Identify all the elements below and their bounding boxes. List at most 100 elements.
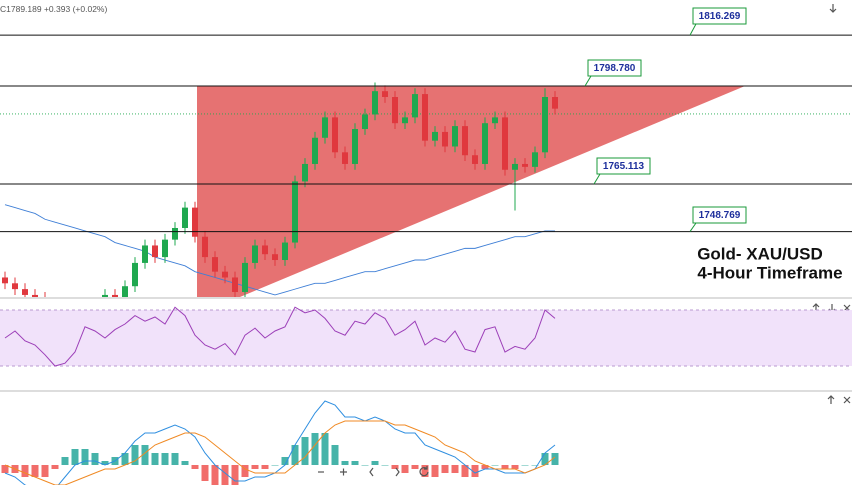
scroll-down[interactable]	[829, 4, 837, 13]
candle-body	[392, 97, 398, 124]
macd-histogram-bar	[311, 433, 319, 465]
macd-histogram-bar	[371, 461, 379, 465]
candle-body	[472, 155, 478, 164]
candle-body	[382, 91, 388, 98]
macd-histogram-bar	[301, 437, 309, 465]
macd-histogram-bar	[211, 465, 219, 485]
candle-body	[62, 307, 68, 310]
header-close: 1789.189	[6, 4, 42, 14]
candle-body	[332, 117, 338, 153]
macd-histogram-bar	[201, 465, 209, 481]
level-label-box	[692, 206, 747, 224]
macd-histogram-bar	[251, 465, 259, 469]
reset[interactable]	[419, 466, 429, 477]
close-pane[interactable]	[843, 396, 851, 404]
macd-histogram-bar	[121, 453, 129, 465]
header: C1789.189 +0.393 (+0.02%)	[0, 4, 107, 14]
candle-body	[372, 91, 378, 115]
candle-body	[362, 114, 368, 130]
scroll-right[interactable]	[395, 467, 400, 477]
candle-body	[532, 152, 538, 167]
candle-body	[172, 227, 178, 240]
candle-body	[252, 245, 258, 263]
triangle-pattern	[197, 86, 745, 297]
candle-body	[412, 94, 418, 118]
macd-histogram-bar	[81, 449, 89, 465]
macd-histogram-bar	[451, 465, 459, 473]
rsi-line	[4, 306, 556, 367]
macd-histogram-bar	[231, 465, 239, 485]
scroll-left[interactable]	[369, 467, 374, 477]
candle-body	[542, 97, 548, 153]
macd-histogram-bar	[101, 461, 109, 465]
candle-body	[2, 277, 8, 284]
macd-histogram-bar	[321, 433, 329, 465]
macd-histogram-bar	[161, 453, 169, 465]
candle-body	[142, 245, 148, 263]
candle-body	[502, 117, 508, 170]
macd-histogram-bar	[391, 465, 399, 469]
candle-body	[282, 242, 288, 261]
chart-title: Gold- XAU/USD	[697, 244, 823, 263]
macd-histogram-bar	[261, 465, 269, 469]
level-label: 1765.113	[603, 161, 645, 172]
macd-histogram-bar	[551, 453, 559, 465]
candle-body	[482, 123, 488, 164]
macd-histogram-bar	[531, 465, 539, 466]
macd-histogram-bar	[281, 457, 289, 465]
macd-line	[4, 400, 556, 485]
candle-body	[122, 286, 128, 297]
macd-histogram-bar	[41, 465, 49, 477]
candle-body	[212, 257, 218, 272]
toolbar[interactable]	[318, 466, 429, 477]
candle-body	[452, 126, 458, 147]
candle-body	[552, 97, 558, 109]
candle-body	[52, 304, 58, 307]
level-leader	[584, 75, 592, 87]
candle-body	[522, 163, 528, 167]
macd-histogram-bar	[481, 465, 489, 469]
candle-body	[42, 298, 48, 304]
level-label-box	[692, 7, 747, 25]
macd-histogram-bar	[341, 461, 349, 465]
level-leader	[593, 173, 601, 185]
candle-body	[222, 271, 228, 278]
candle-body	[432, 131, 438, 141]
candle-body	[322, 117, 328, 138]
macd-histogram-bar	[411, 465, 419, 469]
macd-histogram-bar	[221, 465, 229, 485]
candle-body	[12, 283, 18, 290]
candle-body	[462, 126, 468, 156]
macd-histogram-bar	[521, 465, 529, 466]
move-up[interactable]	[827, 395, 835, 404]
candle-body	[162, 239, 168, 258]
price-pane	[0, 82, 852, 310]
candle-body	[192, 207, 198, 237]
candle-body	[102, 294, 108, 297]
candle-body	[242, 262, 248, 293]
macd-histogram-bar	[471, 465, 479, 477]
candle-body	[492, 117, 498, 124]
level-label: 1798.780	[594, 63, 636, 74]
candle-body	[352, 129, 358, 164]
zoom-in[interactable]	[340, 468, 347, 476]
macd-histogram-bar	[191, 465, 199, 469]
candle-body	[232, 277, 238, 293]
candle-body	[22, 289, 28, 295]
macd-histogram-bar	[461, 465, 469, 477]
macd-histogram-bar	[511, 465, 519, 469]
macd-histogram-bar	[151, 453, 159, 465]
candle-body	[92, 304, 98, 310]
macd-histogram-bar	[271, 465, 279, 466]
level-leader	[689, 222, 697, 232]
macd-histogram-bar	[401, 465, 409, 473]
candle-body	[112, 294, 118, 297]
candle-body	[312, 137, 318, 164]
candle-body	[272, 254, 278, 261]
macd-histogram-bar	[541, 453, 549, 465]
macd-histogram-bar	[31, 465, 39, 477]
macd-histogram-bar	[441, 465, 449, 473]
macd-histogram-bar	[491, 465, 499, 466]
